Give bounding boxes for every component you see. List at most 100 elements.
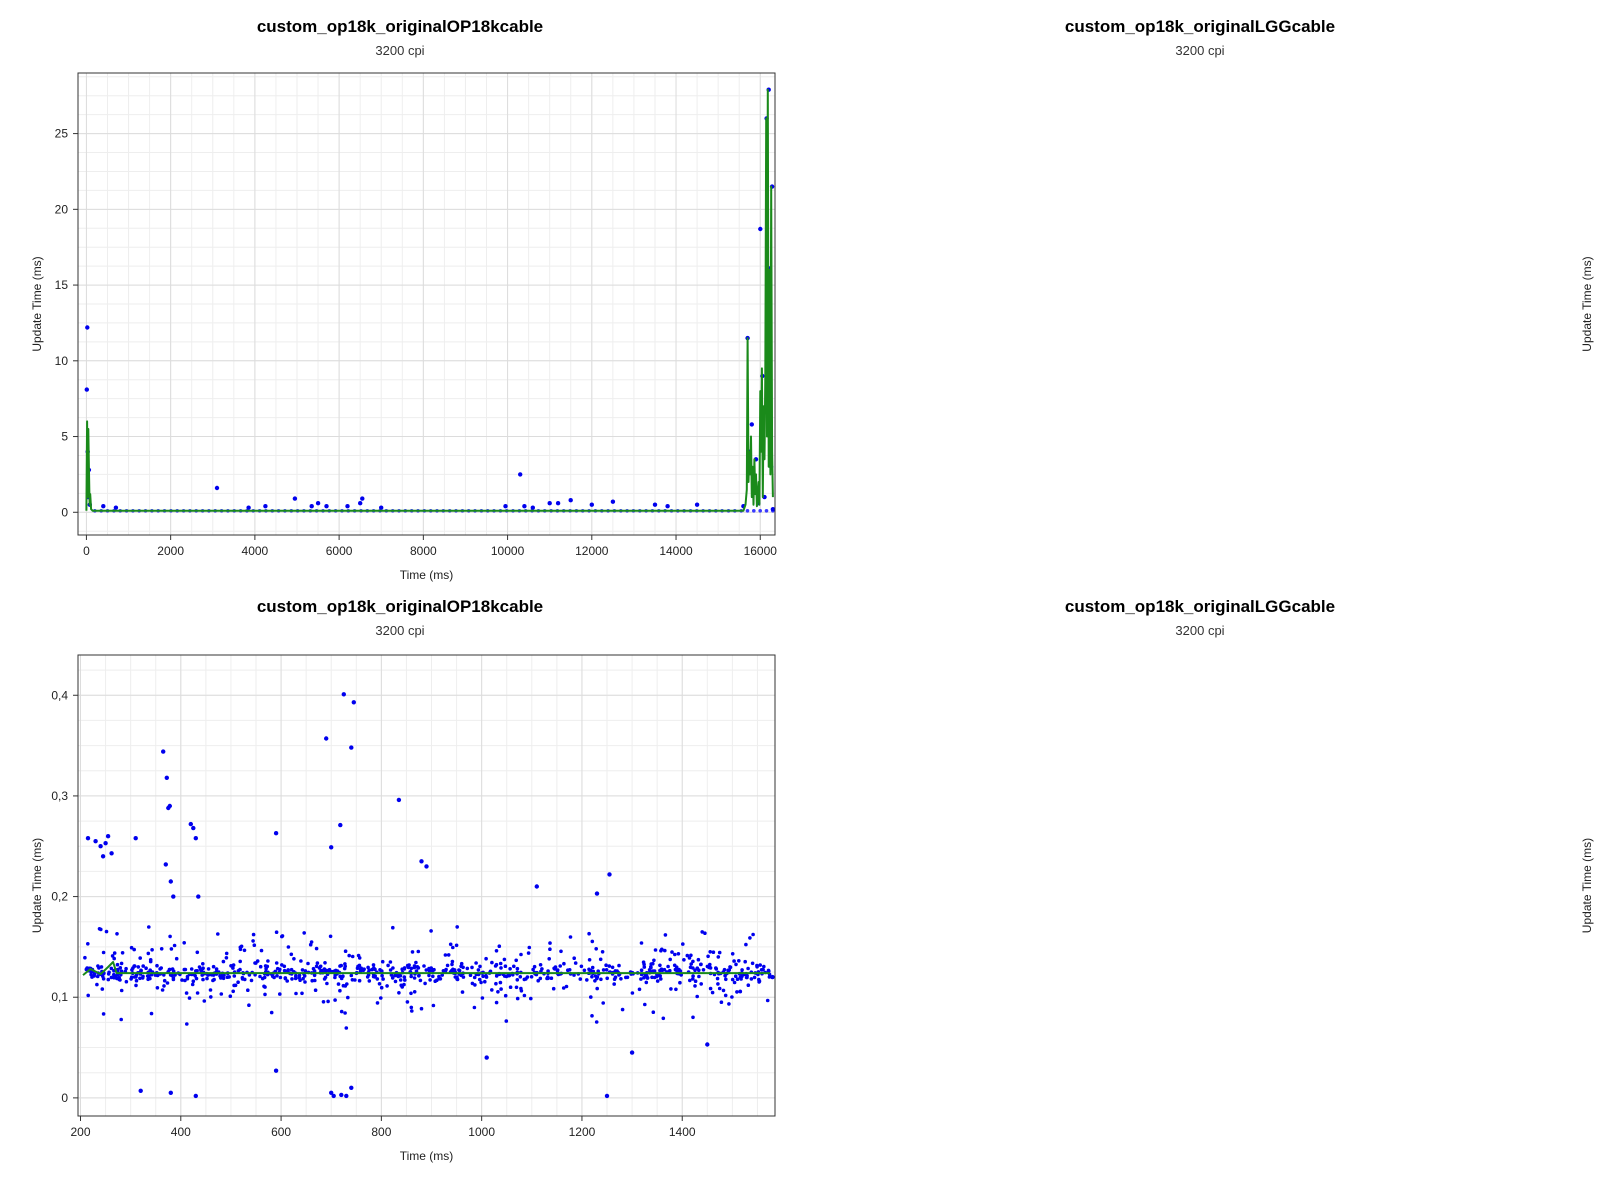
data-point (280, 934, 285, 938)
data-point (465, 966, 470, 971)
data-point (183, 978, 187, 983)
data-point (662, 967, 667, 972)
x-tick-label: 400 (171, 1125, 191, 1139)
chart-title: custom_op18k_originalLGGcable (1064, 597, 1336, 616)
data-point (148, 968, 152, 972)
data-point (95, 982, 99, 987)
data-point (619, 977, 623, 981)
data-point (514, 985, 519, 990)
chart-title: custom_op18k_originalOP18kcable (256, 597, 544, 616)
data-point (238, 967, 242, 972)
data-point (498, 961, 503, 966)
data-point (379, 996, 383, 1000)
data-point (697, 974, 701, 979)
data-point (567, 968, 572, 972)
data-point (169, 947, 174, 951)
data-point (200, 973, 204, 977)
data-point (688, 978, 692, 983)
data-point (219, 992, 224, 996)
axes: 200 400 600 800 1000 1200 1400 0 0,1 0,2 0,3 0,4 Tim… (30, 688, 696, 1163)
data-point (428, 978, 432, 982)
data-point (263, 504, 268, 509)
data-point (140, 976, 145, 980)
data-point (410, 1009, 414, 1013)
data-point (403, 978, 407, 982)
data-point (388, 960, 393, 964)
data-point (484, 973, 488, 978)
data-point (745, 509, 750, 513)
data-point (275, 966, 280, 971)
data-point (232, 974, 237, 978)
series-line (85, 88, 774, 512)
data-point (534, 884, 539, 889)
data-point (503, 964, 508, 968)
data-point (708, 962, 712, 967)
data-point (658, 963, 662, 968)
data-point (129, 977, 133, 981)
chart-bottom-left: 200 400 600 800 1000 1200 1400 0 0,1 0,2 0,3 0,4 Tim… (30, 654, 776, 1163)
data-point (767, 969, 771, 973)
data-point (494, 949, 499, 953)
data-point (663, 933, 668, 937)
data-point (459, 964, 463, 969)
data-point (301, 976, 305, 981)
data-point (263, 985, 267, 989)
data-point (610, 965, 615, 970)
data-point (138, 1088, 143, 1093)
data-point (366, 965, 370, 970)
data-point (105, 834, 111, 839)
data-point (132, 964, 136, 968)
data-point (703, 931, 707, 935)
data-point (508, 967, 512, 971)
data-point (595, 976, 599, 981)
data-point (761, 967, 765, 972)
data-point (110, 954, 115, 958)
data-point (115, 932, 119, 936)
data-point (446, 953, 451, 957)
data-point (681, 942, 685, 946)
data-point (318, 964, 323, 969)
chart-top-left: 0 2000 4000 6000 8000 10000 12000 14000 16000 0 5 1… (30, 72, 777, 582)
y-tick-label: 0,4 (51, 688, 68, 702)
data-point (322, 977, 327, 981)
y-tick-label: 15 (55, 278, 69, 292)
data-point (730, 952, 735, 956)
data-point (390, 976, 395, 980)
data-point (733, 974, 738, 978)
data-point (273, 1068, 279, 1073)
data-point (734, 962, 738, 967)
x-axis-label: Time (ms) (400, 568, 454, 582)
data-point (399, 983, 404, 988)
data-point (119, 969, 124, 973)
data-point (190, 982, 195, 987)
data-point (93, 839, 98, 844)
data-point (183, 967, 188, 972)
data-point (601, 968, 606, 972)
chart-panel-top-left: 0 2000 4000 6000 8000 10000 12000 14000 16000 0 5 1… (0, 0, 800, 600)
data-point (377, 982, 382, 986)
data-point (326, 999, 330, 1004)
data-point (412, 990, 417, 994)
data-point (472, 975, 477, 980)
data-point (86, 942, 90, 946)
data-point (579, 964, 584, 969)
data-point (100, 854, 106, 859)
data-point (112, 956, 116, 961)
data-point (652, 958, 656, 963)
data-point (324, 736, 329, 741)
data-point (339, 1092, 344, 1098)
data-point (752, 509, 756, 513)
data-point (109, 966, 114, 971)
data-point (101, 504, 106, 509)
data-point (211, 964, 216, 969)
x-tick-label: 10000 (491, 544, 525, 558)
data-point (242, 948, 247, 953)
chart-top-right: 0200040006000800010000120001400016000180… (1580, 256, 1594, 351)
x-tick-label: 14000 (659, 544, 693, 558)
data-layer (82, 692, 775, 1099)
data-point (617, 963, 621, 968)
data-point (331, 1093, 336, 1099)
data-point (310, 978, 315, 983)
data-point (247, 1003, 251, 1007)
data-point (604, 963, 608, 967)
